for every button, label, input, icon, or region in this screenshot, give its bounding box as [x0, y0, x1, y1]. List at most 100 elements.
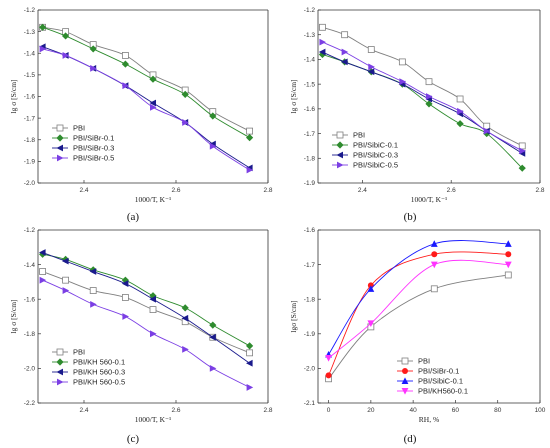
- legend-marker: [56, 134, 64, 142]
- legend-marker: [56, 358, 64, 366]
- data-point: [457, 107, 464, 115]
- data-point: [150, 330, 157, 338]
- data-point: [341, 31, 349, 39]
- chart-panel-d: -2.1 -2.0 -1.9 -1.8 -1.7 -1.6 0 20 40 60 80 100 RH, …: [289, 227, 546, 445]
- legend-marker: [401, 377, 409, 384]
- data-point: [483, 129, 491, 138]
- legend-marker: [401, 388, 409, 395]
- x-axis-label: 1000/T, K⁻¹: [411, 195, 447, 204]
- legend-label: PBI: [73, 348, 85, 357]
- x-tick-label: 2.6: [171, 187, 180, 194]
- data-point: [149, 295, 156, 303]
- legend-label: PBI/SibiC-0.5: [353, 161, 398, 170]
- legend-label: PBI/KH 560-0.1: [73, 358, 125, 367]
- data-point: [430, 285, 438, 293]
- series-line: [42, 26, 250, 138]
- data-point: [209, 321, 217, 329]
- legend-label: PBI/SiBr-0.1: [73, 134, 114, 143]
- data-point: [319, 23, 326, 31]
- data-point: [367, 320, 375, 328]
- x-tick-label: 2.4: [79, 407, 88, 414]
- legend-label: PBI/SiBr-0.3: [73, 144, 114, 153]
- series-line: [328, 259, 509, 359]
- data-point: [456, 120, 464, 128]
- data-point: [90, 300, 97, 308]
- legend-label: PBI: [73, 124, 85, 133]
- y-tick-label: -1.6: [304, 227, 316, 234]
- data-point: [325, 355, 332, 362]
- x-tick-label: 20: [367, 407, 375, 414]
- y-tick-label: -1.8: [304, 155, 316, 162]
- y-tick-label: -1.2: [304, 7, 316, 14]
- data-point: [39, 276, 47, 284]
- legend-marker: [402, 368, 408, 374]
- series-3: [39, 249, 253, 367]
- data-point: [149, 292, 157, 300]
- data-point: [504, 271, 512, 279]
- data-point: [504, 240, 512, 247]
- x-tick-label: 2.4: [79, 187, 88, 194]
- y-axis-label: lg σ [S/cm]: [9, 299, 18, 333]
- data-point: [425, 78, 433, 86]
- x-tick-label: 60: [452, 407, 460, 414]
- legend-marker: [336, 141, 344, 149]
- y-tick-label: -1.4: [24, 262, 36, 269]
- legend-marker: [401, 357, 409, 365]
- x-tick-label: 2.6: [171, 407, 180, 414]
- series-2: [318, 50, 526, 172]
- data-point: [149, 99, 156, 107]
- series-1: [319, 23, 526, 150]
- y-tick-label: -1.9: [304, 180, 316, 187]
- data-point: [209, 112, 217, 120]
- y-axis-label: lgσ [S/cm]: [289, 300, 298, 332]
- series-4: [39, 276, 254, 391]
- y-tick-label: -1.7: [304, 131, 316, 138]
- data-point: [246, 133, 254, 142]
- y-tick-label: -1.7: [24, 115, 36, 122]
- y-tick-label: -2.0: [304, 366, 316, 373]
- data-point: [430, 261, 438, 269]
- data-point: [246, 166, 254, 174]
- data-point: [325, 372, 332, 379]
- data-point: [89, 45, 97, 53]
- data-point: [367, 46, 375, 53]
- data-point: [209, 142, 217, 150]
- data-point: [39, 45, 47, 53]
- data-point: [341, 58, 348, 66]
- legend-label: PBI/KH 560-0.5: [73, 378, 125, 387]
- legend-label: PBI/SibiC-0.3: [353, 151, 398, 160]
- data-point: [505, 251, 512, 258]
- x-tick-label: 80: [494, 407, 502, 414]
- panel-label: (b): [404, 211, 417, 223]
- legend-marker: [56, 368, 63, 376]
- data-point: [504, 261, 512, 269]
- legend-marker: [57, 378, 64, 386]
- data-point: [39, 23, 47, 31]
- data-point: [181, 314, 189, 322]
- y-tick-label: -1.6: [24, 94, 36, 101]
- y-tick-label: -1.8: [304, 296, 316, 303]
- x-tick-label: 100: [535, 407, 546, 414]
- y-tick-label: -1.5: [24, 72, 36, 79]
- y-tick-label: -1.7: [304, 262, 316, 269]
- legend-marker: [57, 154, 64, 162]
- x-tick-label: 2.8: [263, 187, 272, 194]
- data-point: [39, 249, 46, 256]
- legend-marker: [336, 131, 344, 139]
- data-point: [246, 349, 254, 357]
- data-point: [90, 64, 97, 72]
- series-line: [42, 253, 250, 347]
- legend-label: PBI/SibiC-0.1: [418, 377, 463, 386]
- series-line: [328, 240, 509, 355]
- data-point: [62, 32, 70, 40]
- chart-panel-b: -1.9 -1.8 -1.7 -1.6 -1.5 -1.4 -1.3 -1.2 2.4 2.6 2.…: [289, 7, 545, 223]
- data-point: [456, 95, 464, 103]
- y-tick-label: -1.5: [304, 81, 316, 88]
- y-tick-label: -1.3: [304, 32, 316, 39]
- data-point: [368, 63, 375, 71]
- data-point: [483, 122, 491, 130]
- data-point: [319, 38, 327, 46]
- chart-panel-a: -2.0 -1.9 -1.8 -1.7 -1.6 -1.5 -1.4 -1.3 -1.2 2.4 2…: [9, 7, 273, 223]
- data-point: [181, 304, 189, 312]
